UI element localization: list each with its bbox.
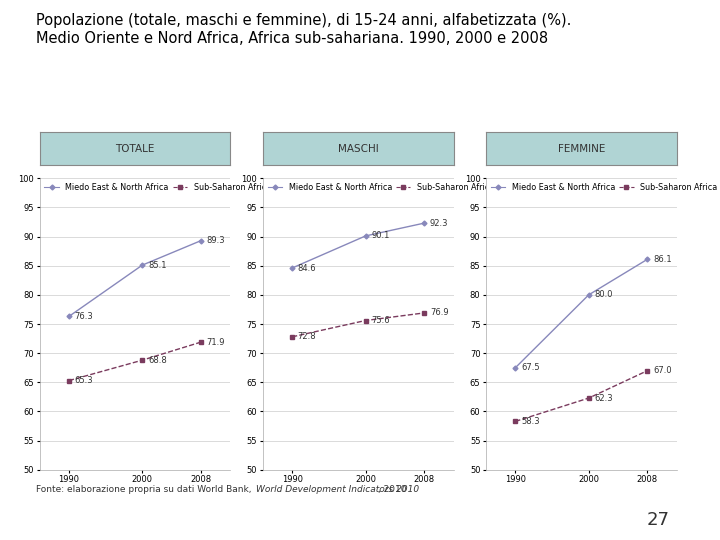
- Text: 84.6: 84.6: [297, 264, 316, 273]
- Text: 76.9: 76.9: [430, 308, 449, 318]
- Text: 90.1: 90.1: [371, 232, 390, 240]
- Text: 80.0: 80.0: [594, 291, 613, 299]
- Text: Fonte: elaborazione propria su dati World Bank,: Fonte: elaborazione propria su dati Worl…: [36, 485, 254, 494]
- Text: 62.3: 62.3: [594, 394, 613, 402]
- Text: World Development Indicators 2010: World Development Indicators 2010: [256, 485, 419, 494]
- Text: 67.0: 67.0: [653, 366, 672, 375]
- Text: TOTALE: TOTALE: [115, 144, 155, 153]
- Text: 27: 27: [647, 511, 670, 529]
- Text: FEMMINE: FEMMINE: [558, 144, 605, 153]
- Text: MASCHI: MASCHI: [338, 144, 379, 153]
- Legend: Miedo East & North Africa, Sub-Saharon Africa: Miedo East & North Africa, Sub-Saharon A…: [267, 182, 495, 193]
- Legend: Miedo East & North Africa, Sub-Saharon Africa: Miedo East & North Africa, Sub-Saharon A…: [490, 182, 718, 193]
- Text: 89.3: 89.3: [207, 236, 225, 245]
- Text: 68.8: 68.8: [148, 356, 166, 364]
- Text: Popolazione (totale, maschi e femmine), di 15-24 anni, alfabetizzata (%).
Medio : Popolazione (totale, maschi e femmine), …: [36, 14, 572, 46]
- Text: 71.9: 71.9: [207, 338, 225, 347]
- Legend: Miedo East & North Africa, Sub-Saharon Africa: Miedo East & North Africa, Sub-Saharon A…: [44, 182, 271, 193]
- Text: 86.1: 86.1: [653, 255, 672, 264]
- Text: 65.3: 65.3: [74, 376, 93, 385]
- Text: , 2010: , 2010: [378, 485, 407, 494]
- Text: 67.5: 67.5: [521, 363, 539, 372]
- Text: 85.1: 85.1: [148, 261, 166, 269]
- Text: 92.3: 92.3: [430, 219, 449, 227]
- Text: 72.8: 72.8: [297, 332, 316, 341]
- Text: 58.3: 58.3: [521, 417, 539, 426]
- Text: 76.3: 76.3: [74, 312, 94, 321]
- Text: 75.6: 75.6: [371, 316, 390, 325]
